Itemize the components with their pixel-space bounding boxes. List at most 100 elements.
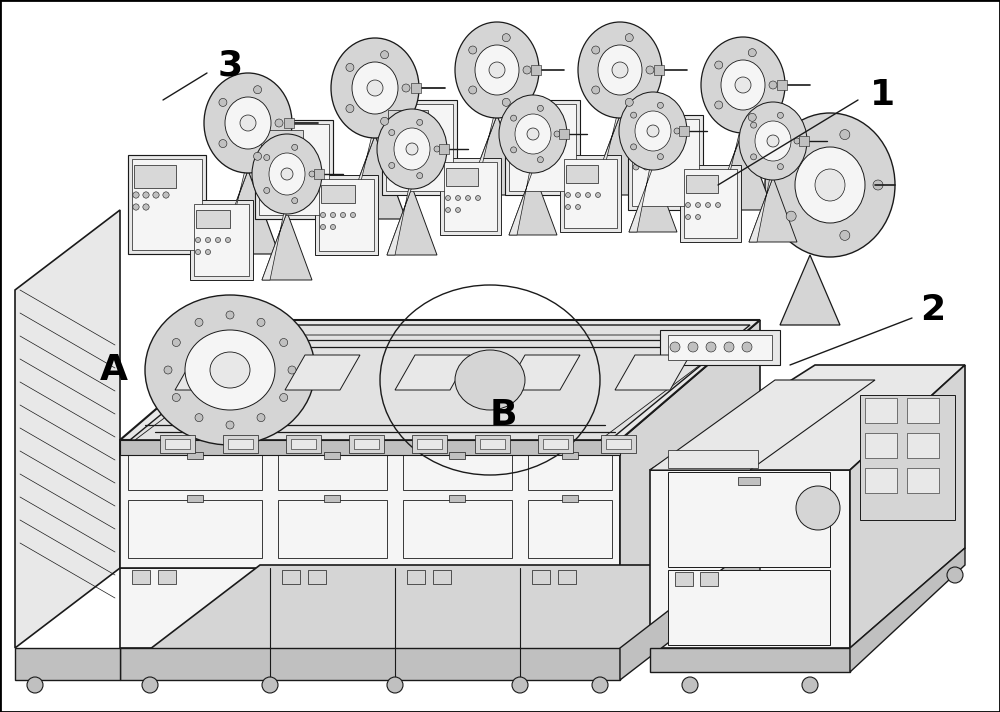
Circle shape [682,677,698,693]
Polygon shape [467,115,527,195]
Circle shape [592,86,600,94]
Polygon shape [560,155,621,232]
Circle shape [417,172,423,179]
Bar [449,452,465,459]
Bar [511,110,551,132]
Bar [865,468,897,493]
Circle shape [402,84,410,92]
Circle shape [381,117,389,125]
Circle shape [389,162,395,169]
Circle shape [226,311,234,319]
Polygon shape [120,568,620,648]
Circle shape [735,77,751,93]
Circle shape [434,146,440,152]
Bar [439,144,449,154]
Circle shape [566,204,570,209]
Bar [291,439,316,449]
Ellipse shape [185,330,275,410]
Circle shape [476,196,480,201]
Circle shape [280,157,286,163]
Ellipse shape [619,92,687,170]
Bar [446,168,478,186]
Circle shape [143,192,149,198]
Polygon shape [278,500,387,558]
Circle shape [257,318,265,326]
Circle shape [346,105,354,112]
Circle shape [537,105,543,111]
Circle shape [133,192,139,198]
Circle shape [530,137,536,143]
Circle shape [275,119,283,127]
Bar [282,570,300,584]
Polygon shape [120,320,760,440]
Ellipse shape [394,128,430,170]
Bar [668,570,830,645]
Bar [860,395,955,520]
Bar [286,435,321,453]
Circle shape [786,149,796,159]
Polygon shape [120,648,620,680]
Bar [562,495,578,502]
Bar [559,129,569,139]
Ellipse shape [145,295,315,445]
Bar [668,335,772,360]
Circle shape [260,169,266,175]
Polygon shape [615,355,690,390]
Circle shape [280,338,288,347]
Ellipse shape [377,109,447,189]
Circle shape [596,192,600,197]
Bar [407,570,425,584]
Circle shape [254,152,262,160]
Bar [601,435,636,453]
Bar [532,570,550,584]
Circle shape [527,128,539,140]
Polygon shape [564,159,617,228]
Bar [134,165,176,188]
Circle shape [195,249,201,255]
Polygon shape [713,130,773,210]
Circle shape [226,421,234,429]
Polygon shape [590,115,620,195]
Bar [324,495,340,502]
Polygon shape [259,124,329,215]
Circle shape [576,204,580,209]
Ellipse shape [204,73,292,173]
Circle shape [625,98,633,106]
Polygon shape [444,162,497,231]
Bar [261,130,303,153]
Polygon shape [403,455,512,490]
Bar [538,435,573,453]
Circle shape [240,115,256,131]
Circle shape [340,212,346,218]
Circle shape [663,152,669,158]
Circle shape [133,204,139,210]
Polygon shape [217,170,279,254]
Circle shape [270,169,276,175]
Circle shape [520,137,526,143]
Polygon shape [850,548,965,672]
Text: 3: 3 [218,48,243,82]
Polygon shape [15,648,120,680]
Polygon shape [278,455,387,490]
Circle shape [748,113,756,121]
Circle shape [346,63,354,71]
Circle shape [647,125,659,137]
Circle shape [264,155,270,160]
Polygon shape [190,200,253,280]
Polygon shape [749,177,773,242]
Circle shape [195,414,203,422]
Circle shape [309,171,315,177]
Circle shape [320,212,326,218]
Circle shape [292,198,298,204]
Bar [196,210,230,228]
Polygon shape [590,115,650,195]
Bar [228,439,253,449]
Circle shape [381,51,389,58]
Circle shape [706,342,716,352]
Circle shape [631,112,637,118]
Circle shape [417,120,423,125]
Circle shape [566,192,570,197]
Bar [907,433,939,458]
Ellipse shape [739,102,807,180]
Bar [354,439,379,449]
